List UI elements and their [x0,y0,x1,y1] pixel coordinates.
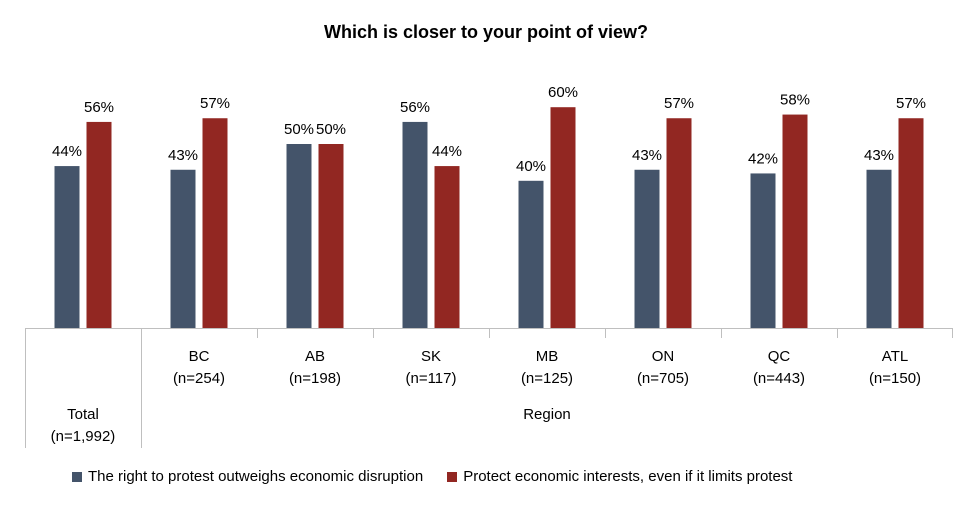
bar-atl-series-1 [866,169,892,328]
data-label-total-series-1: 44% [52,143,82,160]
bar-total-series-2 [86,121,112,328]
bar-ab-series-1 [286,144,312,328]
bars-group: 44% 56% 43% 57% 50% 50% 56% 44% 40% 60% 43% 57% 42% 5… [52,84,926,329]
axis-group: Total (n=1,992) BC (n=254) AB (n=198) SK (n=117… [25,328,953,448]
category-label-ab: AB [305,348,325,365]
data-label-total-series-2: 56% [84,99,114,116]
group-label-region: Region [523,406,571,423]
category-label-on: ON [652,348,675,365]
data-label-sk-series-1: 56% [400,99,430,116]
data-label-qc-series-2: 58% [780,92,810,109]
data-label-atl-series-2: 57% [896,95,926,112]
data-label-mb-series-1: 40% [516,158,546,175]
legend-label-protest: The right to protest outweighs economic … [88,468,424,485]
legend-item-protest: The right to protest outweighs economic … [72,468,423,485]
data-label-atl-series-1: 43% [864,147,894,164]
data-label-on-series-2: 57% [664,95,694,112]
bar-qc-series-1 [750,173,776,328]
bar-bc-series-2 [202,118,228,329]
data-label-ab-series-1: 50% [284,121,314,138]
sample-size-total: (n=1,992) [51,428,116,445]
bar-mb-series-1 [518,180,544,328]
bar-on-series-2 [666,118,692,329]
sample-size-mb: (n=125) [521,370,573,387]
chart-title: Which is closer to your point of view? [324,22,648,42]
data-label-on-series-1: 43% [632,147,662,164]
data-label-sk-series-2: 44% [432,143,462,160]
bar-atl-series-2 [898,118,924,329]
data-label-bc-series-1: 43% [168,147,198,164]
bar-bc-series-1 [170,169,196,328]
category-label-bc: BC [189,348,210,365]
data-label-ab-series-2: 50% [316,121,346,138]
bar-mb-series-2 [550,107,576,328]
legend-item-economic: Protect economic interests, even if it l… [447,468,792,485]
sample-size-atl: (n=150) [869,370,921,387]
bar-ab-series-2 [318,144,344,328]
data-label-qc-series-1: 42% [748,150,778,167]
legend: The right to protest outweighs economic … [72,468,816,485]
bar-sk-series-2 [434,166,460,328]
bar-total-series-1 [54,166,80,328]
bar-qc-series-2 [782,114,808,328]
sample-size-ab: (n=198) [289,370,341,387]
sample-size-on: (n=705) [637,370,689,387]
legend-swatch-protest [72,471,82,482]
sample-size-bc: (n=254) [173,370,225,387]
category-label-qc: QC [768,348,791,365]
sample-size-sk: (n=117) [405,370,456,387]
legend-swatch-economic [447,471,458,482]
category-label-total: Total [67,406,99,423]
legend-label-economic: Protect economic interests, even if it l… [463,468,793,485]
bar-sk-series-1 [402,121,428,328]
category-label-sk: SK [421,348,441,365]
data-label-bc-series-2: 57% [200,95,230,112]
bar-on-series-1 [634,169,660,328]
data-label-mb-series-2: 60% [548,84,578,101]
category-label-atl: ATL [882,348,908,365]
sample-size-qc: (n=443) [753,370,805,387]
category-label-mb: MB [536,348,559,365]
